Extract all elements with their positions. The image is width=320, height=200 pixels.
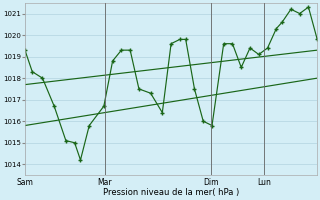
X-axis label: Pression niveau de la mer( hPa ): Pression niveau de la mer( hPa ) (103, 188, 239, 197)
